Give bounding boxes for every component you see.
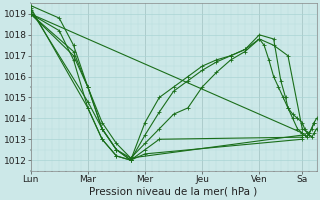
X-axis label: Pression niveau de la mer( hPa ): Pression niveau de la mer( hPa ) xyxy=(90,187,258,197)
